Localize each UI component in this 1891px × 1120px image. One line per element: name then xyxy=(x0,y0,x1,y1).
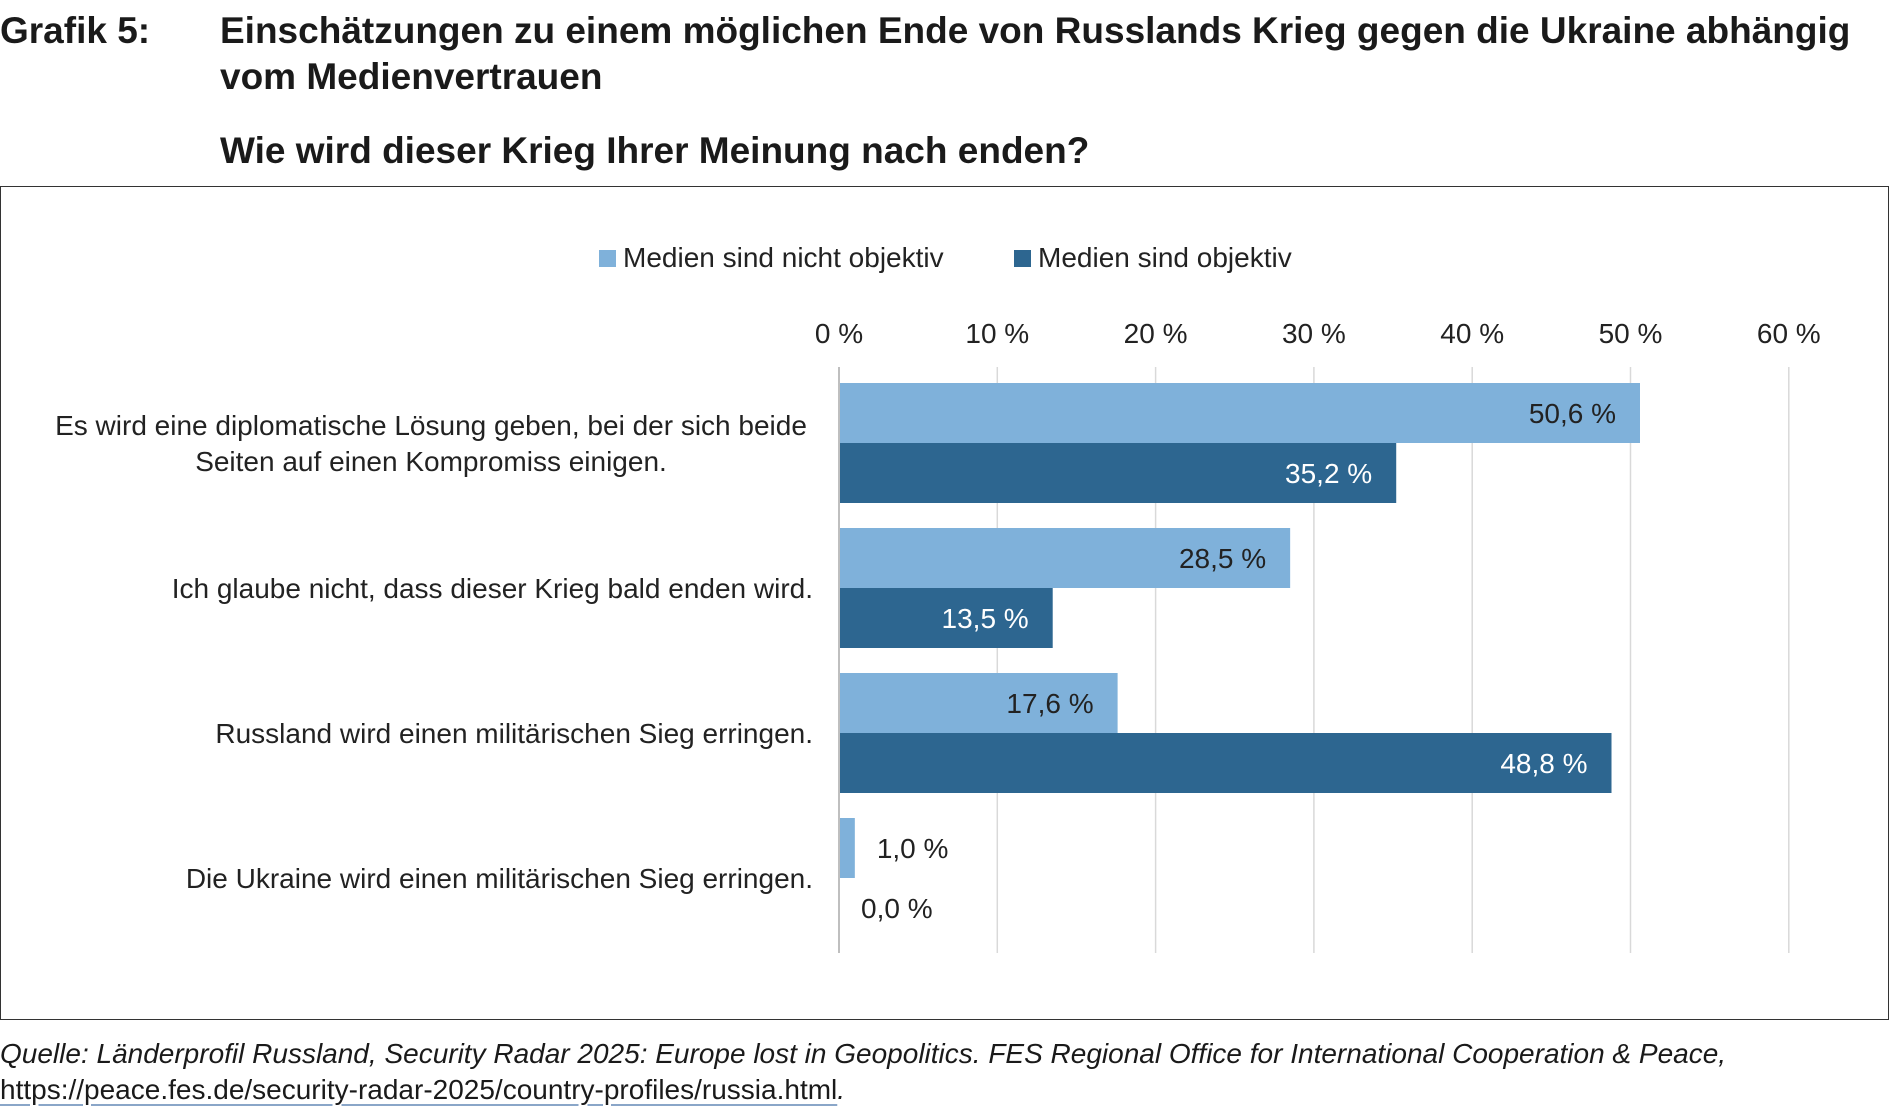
source-link[interactable]: https://peace.fes.de/security-radar-2025… xyxy=(0,1074,838,1105)
legend-swatch xyxy=(1014,250,1031,267)
bar xyxy=(839,443,1397,503)
bar xyxy=(839,733,1612,793)
category-label-line: Russland wird einen militärischen Sieg e… xyxy=(215,718,813,749)
category-label-line: Ich glaube nicht, dass dieser Krieg bald… xyxy=(172,573,813,604)
category-label-line: Es wird eine diplomatische Lösung geben,… xyxy=(55,410,807,441)
x-tick-label: 0 % xyxy=(815,318,863,349)
x-tick-label: 20 % xyxy=(1124,318,1188,349)
data-label: 1,0 % xyxy=(877,833,949,864)
data-label: 0,0 % xyxy=(861,893,933,924)
bar xyxy=(839,818,855,878)
bar xyxy=(839,528,1291,588)
data-label: 48,8 % xyxy=(1500,748,1587,779)
x-tick-label: 40 % xyxy=(1440,318,1504,349)
bar xyxy=(839,588,1053,648)
category-label-line: Die Ukraine wird einen militärischen Sie… xyxy=(186,863,813,894)
chart-frame: Medien sind nicht objektiv Medien sind ob… xyxy=(0,186,1889,1020)
legend-label: Medien sind nicht objektiv xyxy=(623,242,944,273)
x-tick-label: 10 % xyxy=(965,318,1029,349)
data-label: 17,6 % xyxy=(1006,688,1093,719)
category-label: Russland wird einen militärischen Sieg e… xyxy=(215,718,813,749)
chart-title: Einschätzungen zu einem möglichen Ende v… xyxy=(220,10,1851,97)
figure-number: Grafik 5: xyxy=(0,10,151,51)
category-label: Ich glaube nicht, dass dieser Krieg bald… xyxy=(172,573,813,604)
category-label: Es wird eine diplomatische Lösung geben,… xyxy=(55,410,807,477)
data-label: 13,5 % xyxy=(942,603,1029,634)
data-label: 28,5 % xyxy=(1179,543,1266,574)
x-tick-label: 50 % xyxy=(1599,318,1663,349)
bar-chart: Medien sind nicht objektiv Medien sind ob… xyxy=(55,242,1821,953)
legend-swatch xyxy=(599,250,616,267)
x-tick-label: 30 % xyxy=(1282,318,1346,349)
source-note: Quelle: Länderprofil Russland, Security … xyxy=(0,1036,1885,1108)
source-end: . xyxy=(837,1074,846,1105)
category-label: Die Ukraine wird einen militärischen Sie… xyxy=(186,863,813,894)
data-label: 35,2 % xyxy=(1285,458,1372,489)
source-text: Quelle: Länderprofil Russland, Security … xyxy=(0,1038,1727,1069)
chart-subtitle: Wie wird dieser Krieg Ihrer Meinung nach… xyxy=(220,130,1090,171)
category-label-line: Seiten auf einen Kompromiss einigen. xyxy=(195,446,667,477)
data-label: 50,6 % xyxy=(1529,398,1616,429)
x-tick-label: 60 % xyxy=(1757,318,1821,349)
bar xyxy=(839,383,1640,443)
bar xyxy=(839,673,1118,733)
legend-label: Medien sind objektiv xyxy=(1038,242,1292,273)
